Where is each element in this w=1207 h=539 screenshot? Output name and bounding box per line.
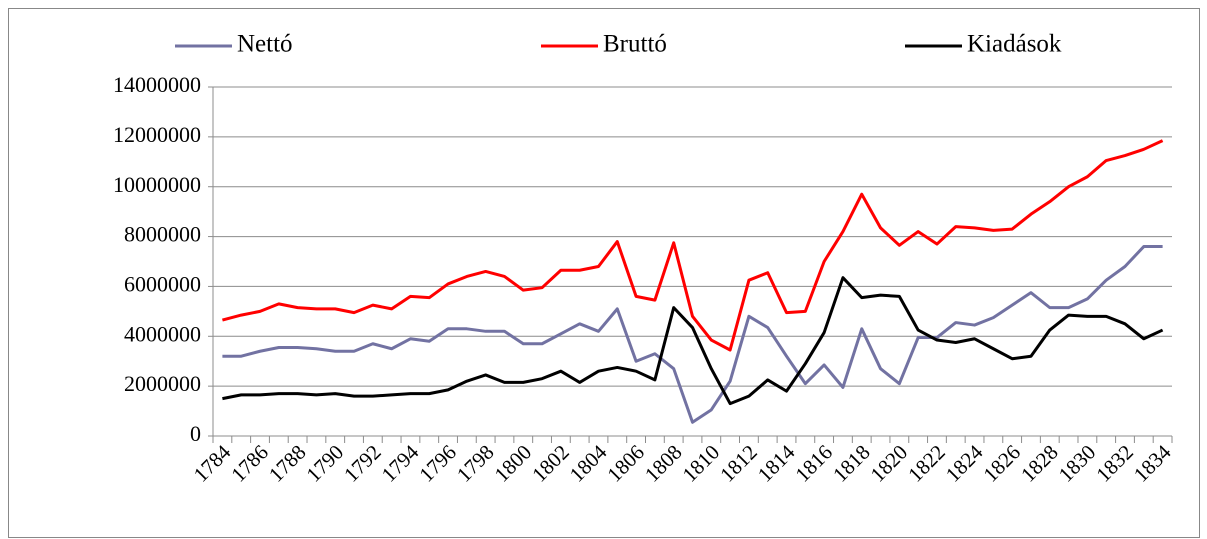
y-tick-label: 6000000	[124, 271, 201, 296]
y-tick-label: 10000000	[113, 172, 201, 197]
legend-label: Nettó	[237, 31, 293, 58]
y-tick-label: 2000000	[124, 371, 201, 396]
y-tick-label: 8000000	[124, 222, 201, 247]
y-tick-label: 14000000	[113, 72, 201, 97]
series-line	[222, 276, 1164, 406]
series-line	[222, 245, 1163, 424]
series-line	[222, 139, 1164, 352]
y-tick-label: 4000000	[124, 321, 201, 346]
legend-label: Kiadások	[967, 31, 1062, 58]
legend-label: Bruttó	[603, 31, 667, 58]
chart-frame	[8, 8, 1200, 538]
y-tick-label: 12000000	[113, 122, 201, 147]
y-tick-label: 0	[190, 421, 201, 446]
